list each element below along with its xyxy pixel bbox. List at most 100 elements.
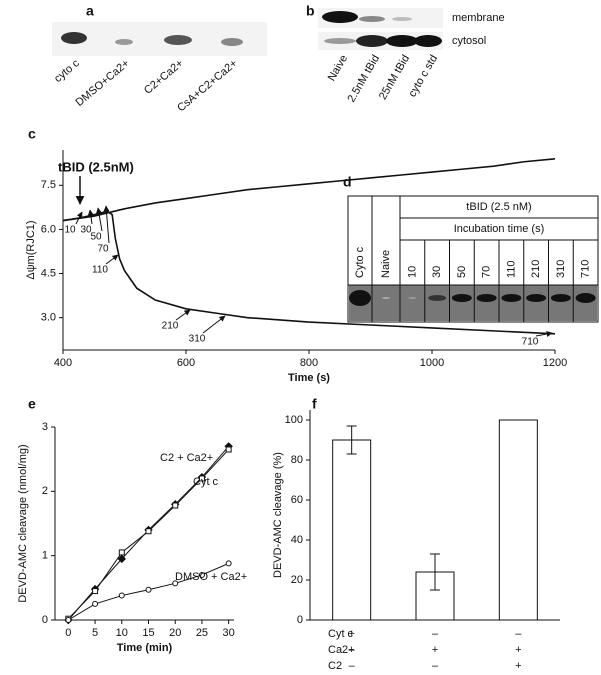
x-tick-label: 1000 xyxy=(420,357,444,369)
condition-mark: – xyxy=(432,628,439,640)
panel-letter: c xyxy=(28,126,36,142)
point xyxy=(198,571,205,578)
blot-table xyxy=(347,195,599,323)
x-tick-label: 800 xyxy=(300,357,318,369)
point xyxy=(172,502,179,509)
point xyxy=(145,528,152,535)
table-header: tBID (2.5 nM) xyxy=(466,201,531,213)
y-axis-label: DEVD-AMC cleavage (%) xyxy=(272,452,284,578)
condition-mark: – xyxy=(349,644,356,656)
band xyxy=(501,294,522,302)
arrow-label: 210 xyxy=(162,321,179,332)
y-tick-label: 80 xyxy=(291,454,303,466)
band xyxy=(476,294,497,302)
condition-label: Cyt c xyxy=(328,628,354,640)
band xyxy=(550,294,571,302)
band xyxy=(164,35,192,45)
band xyxy=(324,38,356,44)
error-bar xyxy=(346,425,357,455)
x-tick-label: 5 xyxy=(92,627,98,639)
x-tick-label: 15 xyxy=(142,627,154,639)
lane-label: Naive xyxy=(326,53,350,83)
blot xyxy=(349,285,597,321)
y-tick-label: 3 xyxy=(42,421,48,433)
x-tick-label: 30 xyxy=(223,627,235,639)
y-tick-label: 7.5 xyxy=(41,179,56,191)
x-tick-label: 25 xyxy=(196,627,208,639)
condition-mark: + xyxy=(348,628,354,640)
bar xyxy=(332,439,372,621)
band xyxy=(451,294,472,302)
y-tick-label: 6.0 xyxy=(41,223,56,235)
band xyxy=(428,295,447,301)
error-bar xyxy=(430,553,440,591)
point xyxy=(65,617,72,623)
y-tick-label: 0 xyxy=(297,614,303,626)
condition-mark: – xyxy=(349,660,356,672)
lane-label: 210 xyxy=(530,260,542,278)
x-tick-label: 600 xyxy=(177,357,195,369)
band xyxy=(386,35,418,47)
point xyxy=(117,554,126,564)
annotation: tBID (2.5nM) xyxy=(58,159,134,174)
arrow-label: 30 xyxy=(80,225,92,236)
line xyxy=(62,158,556,222)
lane-label: 50 xyxy=(456,266,468,278)
y-tick-label: 0 xyxy=(42,614,48,626)
row-label: cytosol xyxy=(452,35,486,47)
panel-letter: a xyxy=(86,3,94,19)
arrow xyxy=(175,309,191,321)
arrow xyxy=(105,254,119,265)
y-tick-label: 2 xyxy=(42,485,48,497)
arrow xyxy=(103,205,110,244)
point xyxy=(145,586,152,593)
band xyxy=(322,11,358,23)
arrow-label: 10 xyxy=(64,225,76,236)
band xyxy=(414,35,442,47)
lane-label: 70 xyxy=(481,266,493,278)
lane-label: Cyto c xyxy=(354,246,366,278)
band xyxy=(408,297,417,299)
panel-letter: e xyxy=(28,396,36,412)
arrow xyxy=(535,331,553,337)
lane-label: 10 xyxy=(406,266,418,278)
x-tick-label: 20 xyxy=(169,627,181,639)
band xyxy=(382,297,390,299)
band xyxy=(115,39,133,45)
y-tick-label: 3.0 xyxy=(41,312,56,324)
arrow xyxy=(87,209,94,225)
table-subheader: Incubation time (s) xyxy=(454,223,544,235)
condition-mark: + xyxy=(515,644,521,656)
y-tick-label: 20 xyxy=(291,574,303,586)
band xyxy=(349,290,371,306)
band xyxy=(575,293,596,303)
y-tick-label: 60 xyxy=(291,494,303,506)
panel-letter: f xyxy=(312,396,317,412)
point xyxy=(225,560,232,567)
series-label: Cyt c xyxy=(193,476,219,488)
band xyxy=(359,16,385,22)
arrow xyxy=(202,315,226,334)
series-label: C2 + Ca2+ xyxy=(160,452,213,464)
x-tick-label: 0 xyxy=(65,627,71,639)
lane-label: 710 xyxy=(580,260,592,278)
condition-mark: – xyxy=(515,628,522,640)
condition-label: Ca2+ xyxy=(328,644,355,656)
band xyxy=(392,17,412,21)
arrow-label: 110 xyxy=(92,265,108,276)
panel-letter: d xyxy=(343,174,352,190)
x-tick-label: 10 xyxy=(116,627,128,639)
arrow-label: 710 xyxy=(522,337,539,348)
condition-mark: + xyxy=(515,660,521,672)
bar xyxy=(498,419,538,621)
condition-label: C2 xyxy=(328,660,342,672)
x-tick-label: 400 xyxy=(54,357,72,369)
condition-mark: + xyxy=(432,644,438,656)
lane-label: cyto c xyxy=(52,57,82,85)
lane-label: DMSO+Ca2+ xyxy=(74,57,132,109)
y-tick-label: 100 xyxy=(285,414,303,426)
series-label: DMSO + Ca2+ xyxy=(175,571,247,583)
arrow xyxy=(75,211,83,225)
x-tick-label: 1200 xyxy=(543,357,567,369)
